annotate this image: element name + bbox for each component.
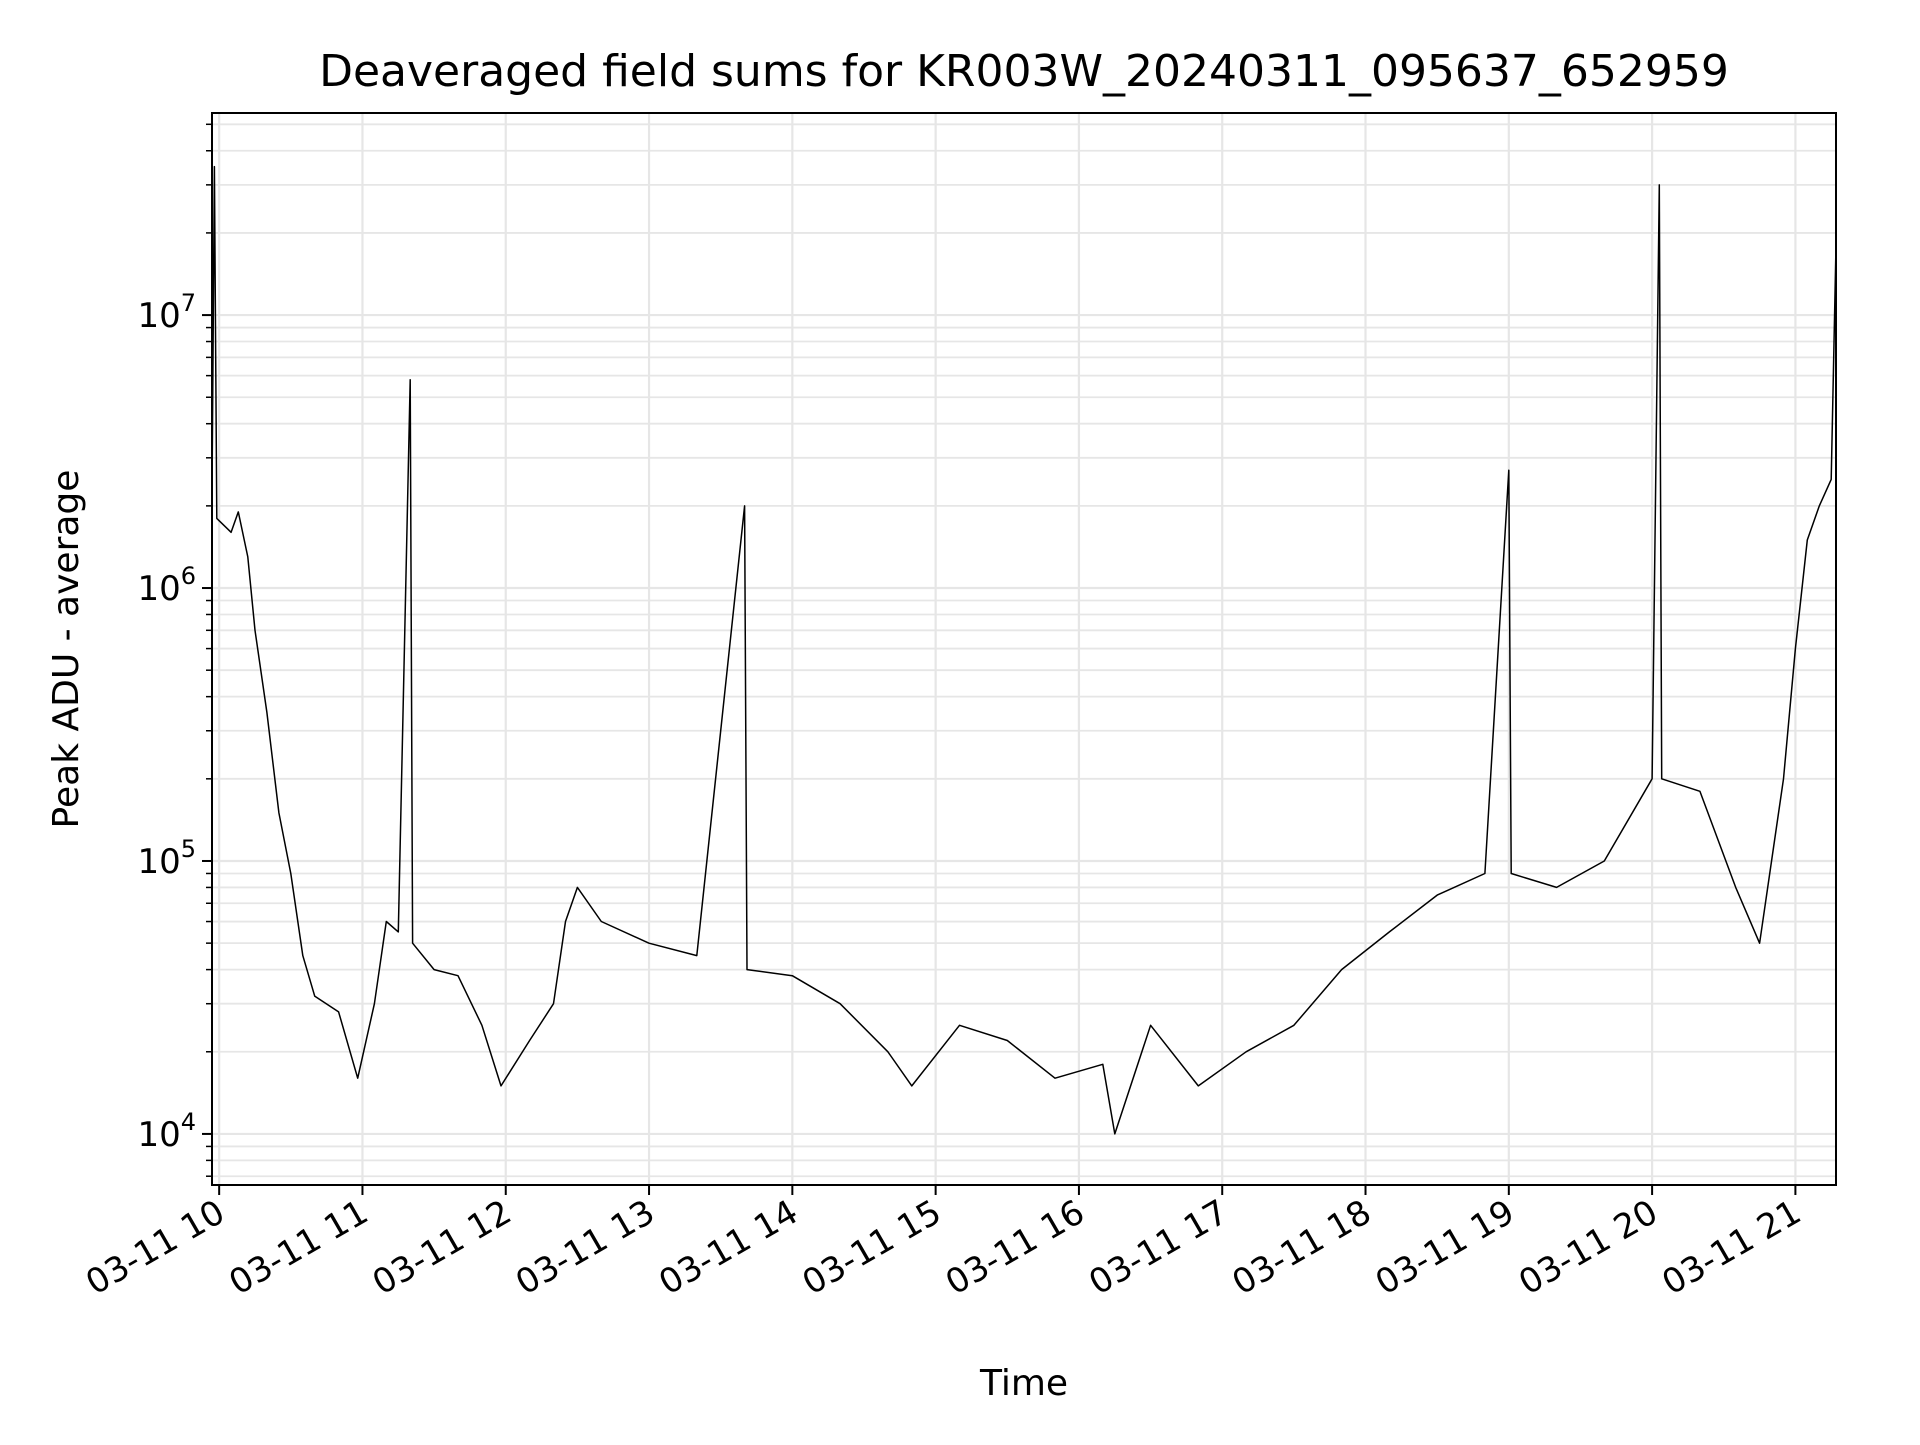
x-axis-label: Time [979,1363,1068,1404]
data-layer [211,165,1837,1135]
y-tick-label: 106 [137,562,196,609]
chart-title: Deaveraged field sums for KR003W_2024031… [319,46,1729,97]
series-line [211,165,1837,1135]
y-tick-label: 107 [137,289,196,336]
grid-lines [212,113,1836,1185]
y-axis-label: Peak ADU - average [46,470,87,829]
y-tick-label: 105 [137,835,196,882]
y-tick-label: 104 [137,1108,196,1155]
